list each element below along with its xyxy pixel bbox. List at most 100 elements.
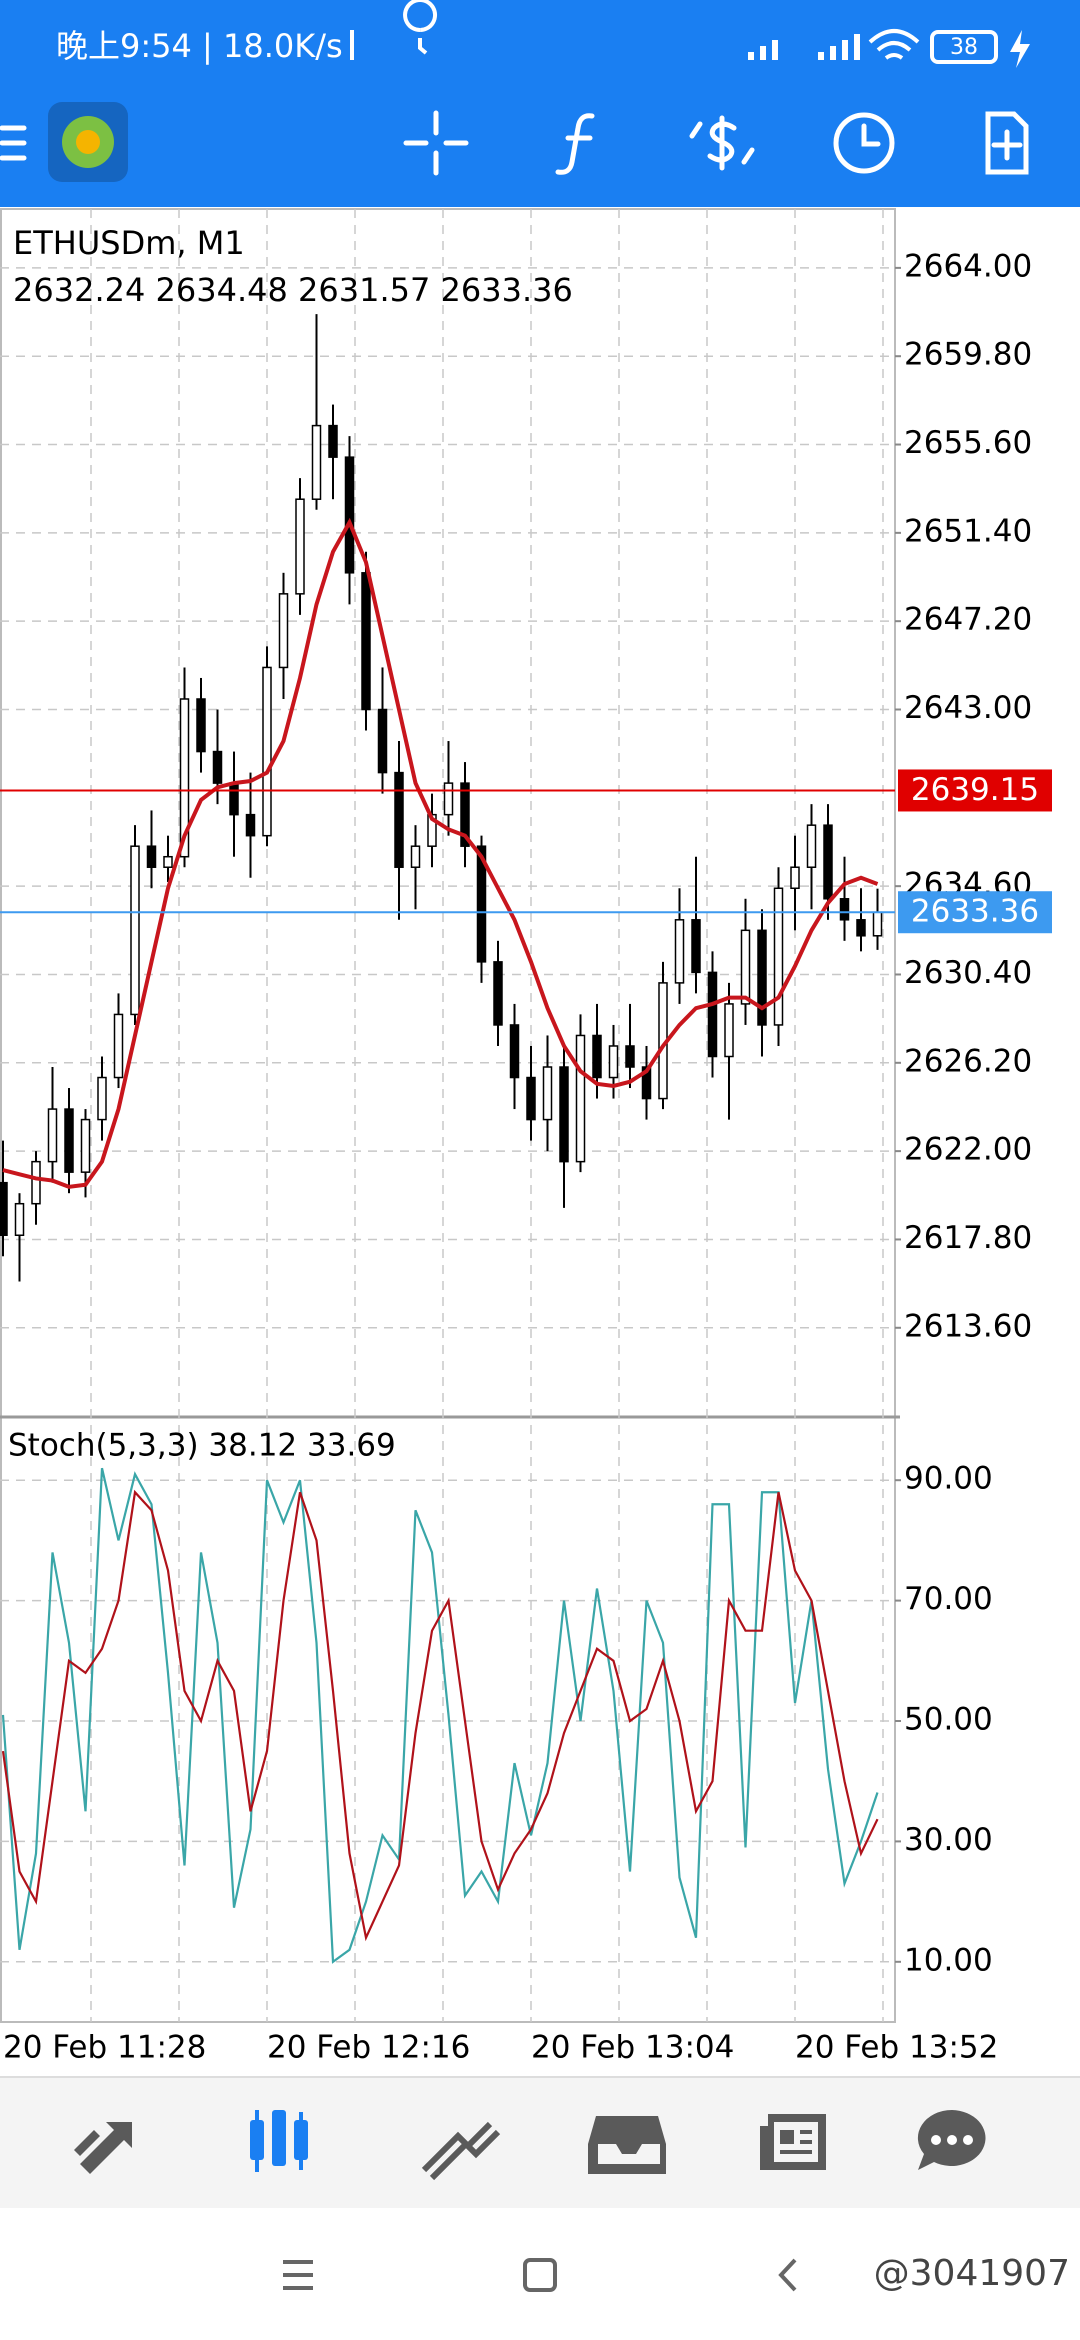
candle-body bbox=[823, 824, 833, 900]
candle-body bbox=[724, 1003, 734, 1058]
app-logo-center bbox=[76, 130, 100, 154]
watermark: @3041907 bbox=[874, 2253, 1070, 2294]
indicator-line bbox=[1, 1489, 879, 1942]
indicator-title: Stoch(5,3,3) 38.12 33.69 bbox=[8, 1428, 396, 1464]
candle-body bbox=[707, 971, 718, 1058]
status-time: 晚上9:54 | 18.0K/s bbox=[56, 27, 343, 65]
candle-body bbox=[113, 1013, 124, 1079]
battery-level: 38 bbox=[950, 35, 978, 60]
y-tick-label: 2664.00 bbox=[904, 248, 1032, 284]
news-tab[interactable] bbox=[760, 2114, 826, 2170]
y-tick-label: 2613.60 bbox=[904, 1308, 1032, 1344]
candle-body bbox=[328, 424, 338, 458]
candle-body bbox=[394, 771, 404, 868]
status-icons bbox=[350, 0, 998, 64]
candle-body bbox=[806, 824, 817, 868]
price-label: 2633.36 bbox=[911, 894, 1039, 930]
y-tick-label: 2651.40 bbox=[904, 513, 1032, 549]
candle-body bbox=[526, 1076, 536, 1121]
y-tick-label: 2659.80 bbox=[904, 337, 1032, 373]
x-tick-label: 20 Feb 11:28 bbox=[3, 2030, 206, 2066]
plots bbox=[0, 314, 895, 1964]
candle-body bbox=[592, 1034, 602, 1079]
price-label-box bbox=[898, 769, 1052, 812]
x-tick-label: 20 Feb 12:16 bbox=[267, 2030, 470, 2066]
candle-body bbox=[146, 845, 157, 868]
x-tick-label: 20 Feb 13:04 bbox=[531, 2030, 734, 2066]
y-tick-label: 50.00 bbox=[904, 1702, 993, 1738]
y-tick-label: 2647.20 bbox=[904, 602, 1032, 638]
y-tick-label: 10.00 bbox=[904, 1942, 993, 1978]
menu-button[interactable] bbox=[0, 125, 27, 161]
quotes-tab[interactable] bbox=[74, 2122, 132, 2174]
price-label: 2639.15 bbox=[911, 772, 1039, 808]
candle-body bbox=[608, 1045, 619, 1079]
candle-body bbox=[377, 708, 388, 774]
y-tick-label: 2622.00 bbox=[904, 1132, 1032, 1168]
y-tick-label: 2626.20 bbox=[904, 1043, 1032, 1079]
candle-body bbox=[625, 1045, 635, 1068]
candle-body bbox=[0, 1181, 8, 1236]
candle-body bbox=[64, 1108, 74, 1173]
chart-title: ETHUSDm, M1 bbox=[13, 224, 245, 262]
header bbox=[0, 0, 1080, 207]
recents-button[interactable] bbox=[283, 2260, 313, 2290]
candle-body bbox=[839, 898, 850, 921]
trade-tab[interactable] bbox=[421, 2121, 501, 2181]
candle-body bbox=[130, 845, 140, 1016]
crosshair-button[interactable] bbox=[403, 110, 469, 176]
chart-tab[interactable] bbox=[250, 2110, 308, 2172]
indicator-line bbox=[1, 1467, 879, 1964]
home-button[interactable] bbox=[523, 2258, 557, 2292]
candle-body bbox=[179, 698, 190, 858]
candle-body bbox=[559, 1066, 569, 1163]
y-tick-label: 70.00 bbox=[904, 1581, 993, 1617]
history-tab[interactable] bbox=[588, 2116, 666, 2174]
candle-body bbox=[163, 855, 173, 868]
moving-average bbox=[2, 517, 879, 1189]
candle-body bbox=[509, 1024, 520, 1079]
candle-body bbox=[790, 866, 800, 890]
candle-body bbox=[262, 666, 272, 837]
candle-body bbox=[229, 782, 239, 816]
candle-body bbox=[740, 929, 751, 1005]
candle-body bbox=[476, 845, 487, 963]
candle-body bbox=[47, 1108, 58, 1163]
candle-body bbox=[245, 813, 256, 837]
back-button[interactable] bbox=[778, 2258, 797, 2292]
y-tick-label: 90.00 bbox=[904, 1461, 993, 1497]
indicator-button[interactable] bbox=[555, 113, 595, 175]
x-tick-label: 20 Feb 13:52 bbox=[795, 2030, 998, 2066]
charging-icon bbox=[1010, 30, 1030, 68]
y-tick-label: 2655.60 bbox=[904, 425, 1032, 461]
candle-body bbox=[278, 593, 289, 669]
candle-body bbox=[31, 1160, 41, 1205]
candle-body bbox=[14, 1202, 25, 1236]
y-tick-label: 2643.00 bbox=[904, 690, 1032, 726]
candle-body bbox=[196, 698, 206, 753]
candle-body bbox=[361, 572, 371, 711]
system-nav bbox=[283, 2258, 797, 2292]
candle-body bbox=[460, 782, 470, 847]
trade-button[interactable] bbox=[689, 115, 755, 171]
price-label-box bbox=[898, 891, 1052, 934]
candle-body bbox=[773, 887, 784, 1026]
candle-body bbox=[674, 919, 685, 984]
axes: 2664.00 2659.80 2655.60 2651.40 2647.20 2643.… bbox=[3, 248, 1052, 2066]
chart-frame bbox=[0, 208, 896, 2023]
candle-body bbox=[97, 1076, 107, 1121]
candle-body bbox=[344, 456, 355, 574]
period-button[interactable] bbox=[833, 112, 895, 174]
candle-body bbox=[757, 929, 767, 1026]
toolbar bbox=[0, 102, 1029, 182]
template-button[interactable] bbox=[985, 111, 1029, 175]
candle-body bbox=[641, 1066, 652, 1100]
candle-body bbox=[295, 498, 305, 595]
candle-body bbox=[443, 782, 454, 816]
ohlc-readout: 2632.24 2634.48 2631.57 2633.36 bbox=[13, 271, 573, 309]
candle-body bbox=[212, 750, 223, 784]
y-tick-label: 30.00 bbox=[904, 1822, 993, 1858]
candle-body bbox=[80, 1118, 91, 1173]
